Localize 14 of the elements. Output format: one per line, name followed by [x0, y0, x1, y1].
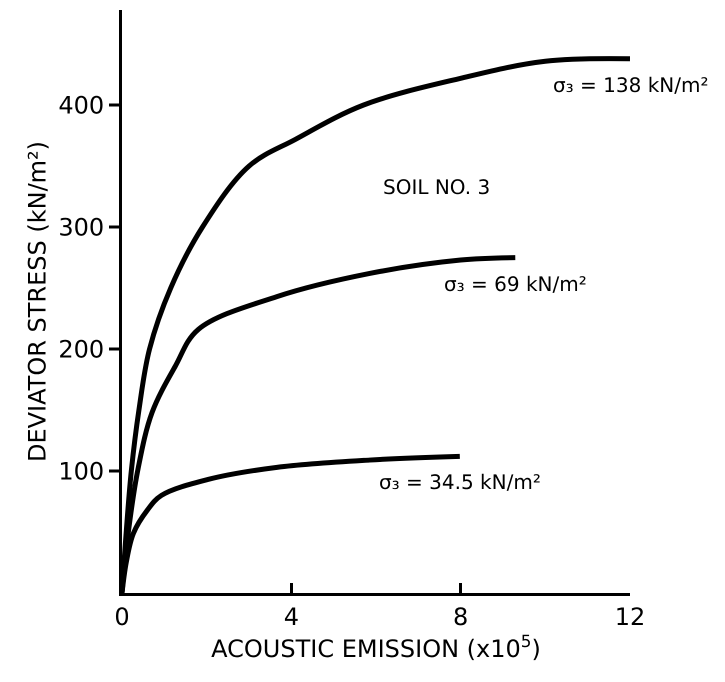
x-axis-title: ACOUSTIC EMISSION (x10$^{5}$)	[211, 630, 541, 663]
x-tick-label: 4	[284, 602, 299, 631]
y-axis-title: DEVIATOR STRESS (kN/m²)	[23, 140, 52, 462]
annotation: σ₃ = 138 kN/m²	[553, 73, 708, 97]
y-tick-label: 100	[58, 457, 104, 486]
x-tick-label: 8	[453, 602, 468, 631]
annotation: σ₃ = 69 kN/m²	[444, 272, 587, 296]
annotation: σ₃ = 34.5 kN/m²	[379, 470, 541, 494]
x-tick-label: 12	[614, 602, 646, 631]
y-tick-label: 400	[58, 92, 104, 120]
x-tick-label: 0	[114, 602, 130, 631]
y-tick-label: 200	[58, 335, 104, 364]
y-tick-label: 300	[58, 214, 104, 242]
annotation: SOIL NO. 3	[383, 175, 490, 199]
